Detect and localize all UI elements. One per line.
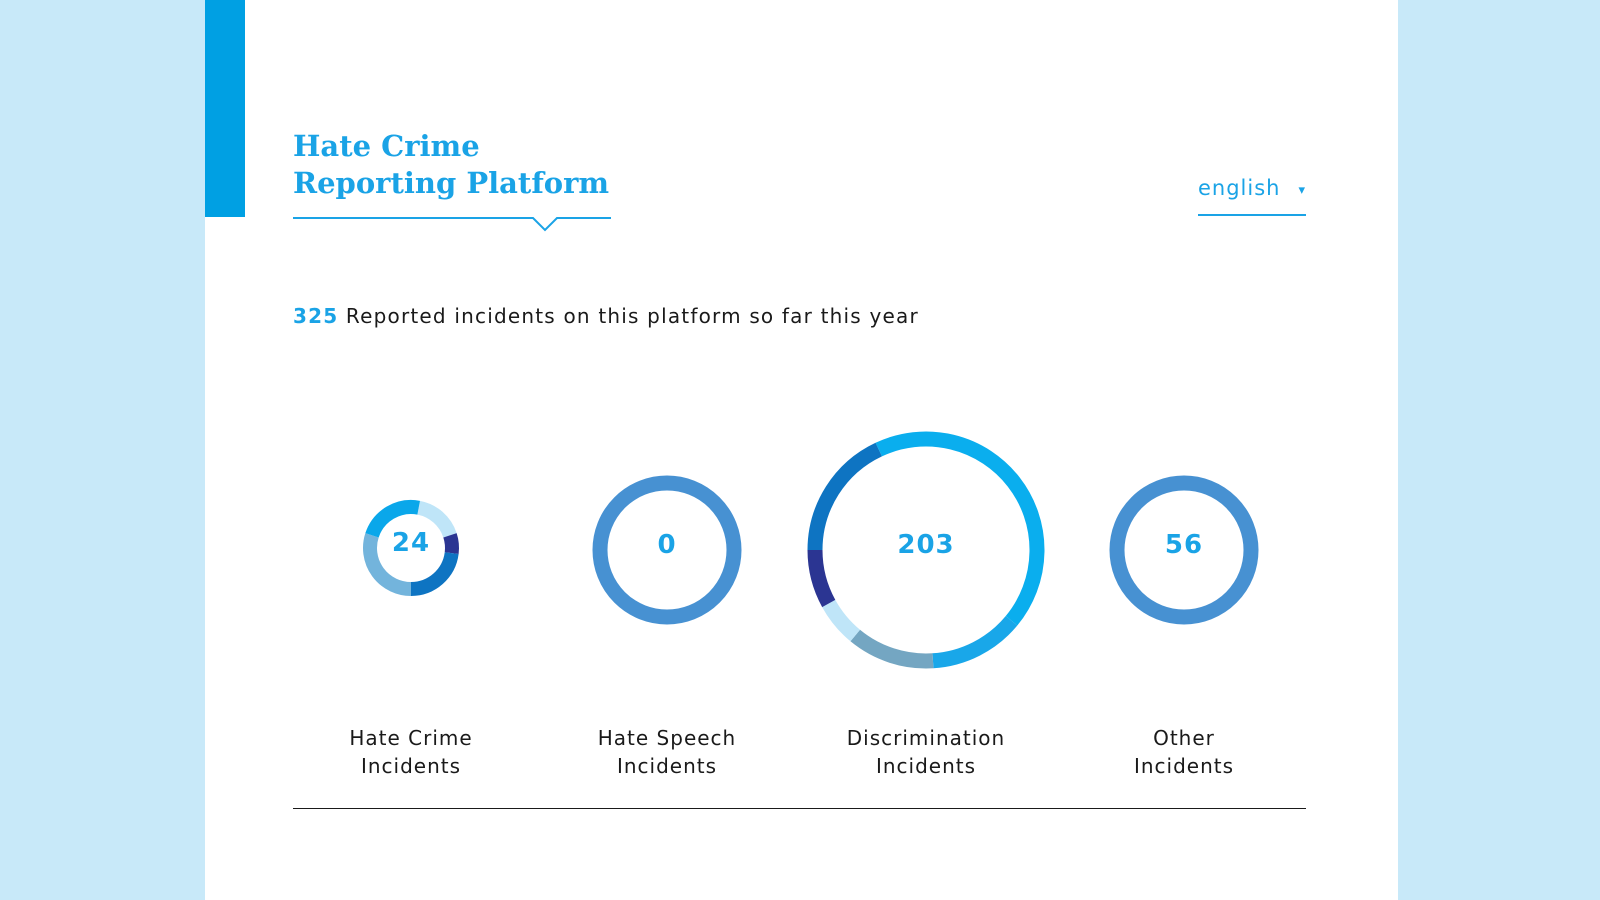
ring-hate-speech	[592, 475, 742, 625]
language-selector[interactable]: english ▾	[1198, 176, 1306, 216]
label-hate-crime-line-1: Hate Crime	[349, 726, 473, 750]
ring-segment-discrimination-5	[807, 549, 836, 608]
label-hate-crime-line-2: Incidents	[360, 754, 462, 778]
ring-discrimination	[807, 431, 1045, 669]
ring-segment-hate-crime-2	[443, 533, 459, 555]
label-discrimination-line-1: Discrimination	[846, 726, 1006, 750]
bottom-divider	[293, 808, 1306, 809]
ring-segment-discrimination-1	[875, 431, 1045, 626]
title-line-1: Hate Crime	[293, 129, 480, 163]
ring-segment-other-1	[1109, 475, 1259, 625]
summary-description: Reported incidents on this platform so f…	[345, 304, 919, 328]
ring-segment-hate-crime-1	[417, 500, 457, 538]
content-panel	[205, 0, 1398, 900]
ring-segment-hate-crime-4	[363, 533, 412, 596]
ring-segment-discrimination-2	[932, 615, 1018, 669]
ring-segment-discrimination-6	[807, 442, 883, 551]
value-other: 56	[1164, 530, 1204, 560]
ring-segment-discrimination-4	[822, 599, 861, 642]
value-hate-crime: 24	[391, 528, 431, 558]
label-hate-speech: Hate Speech Incidents	[567, 724, 767, 780]
label-discrimination: Discrimination Incidents	[826, 724, 1026, 780]
ring-hate-crime	[363, 500, 459, 596]
ring-segment-discrimination-3	[850, 629, 934, 669]
accent-bar	[205, 0, 245, 217]
label-other-line-1: Other	[1153, 726, 1215, 750]
title-underline	[293, 217, 611, 232]
label-hate-speech-line-2: Incidents	[616, 754, 718, 778]
value-hate-speech: 0	[657, 530, 677, 560]
total-count: 325	[293, 304, 339, 328]
ring-other	[1109, 475, 1259, 625]
value-discrimination: 203	[897, 530, 955, 560]
label-other-line-2: Incidents	[1133, 754, 1235, 778]
label-other: Other Incidents	[1084, 724, 1284, 780]
ring-segment-hate-crime-3	[410, 551, 459, 596]
label-hate-crime: Hate Crime Incidents	[311, 724, 511, 780]
language-label: english	[1198, 176, 1281, 200]
title-line-2: Reporting Platform	[293, 166, 610, 200]
ring-segment-hate-speech-1	[592, 475, 742, 625]
label-discrimination-line-2: Incidents	[875, 754, 977, 778]
page-title: Hate Crime Reporting Platform	[293, 128, 609, 202]
summary-text: 325 Reported incidents on this platform …	[293, 304, 919, 328]
chevron-down-icon: ▾	[1298, 183, 1306, 198]
ring-segment-hate-crime-5	[365, 500, 420, 538]
label-hate-speech-line-1: Hate Speech	[597, 726, 737, 750]
